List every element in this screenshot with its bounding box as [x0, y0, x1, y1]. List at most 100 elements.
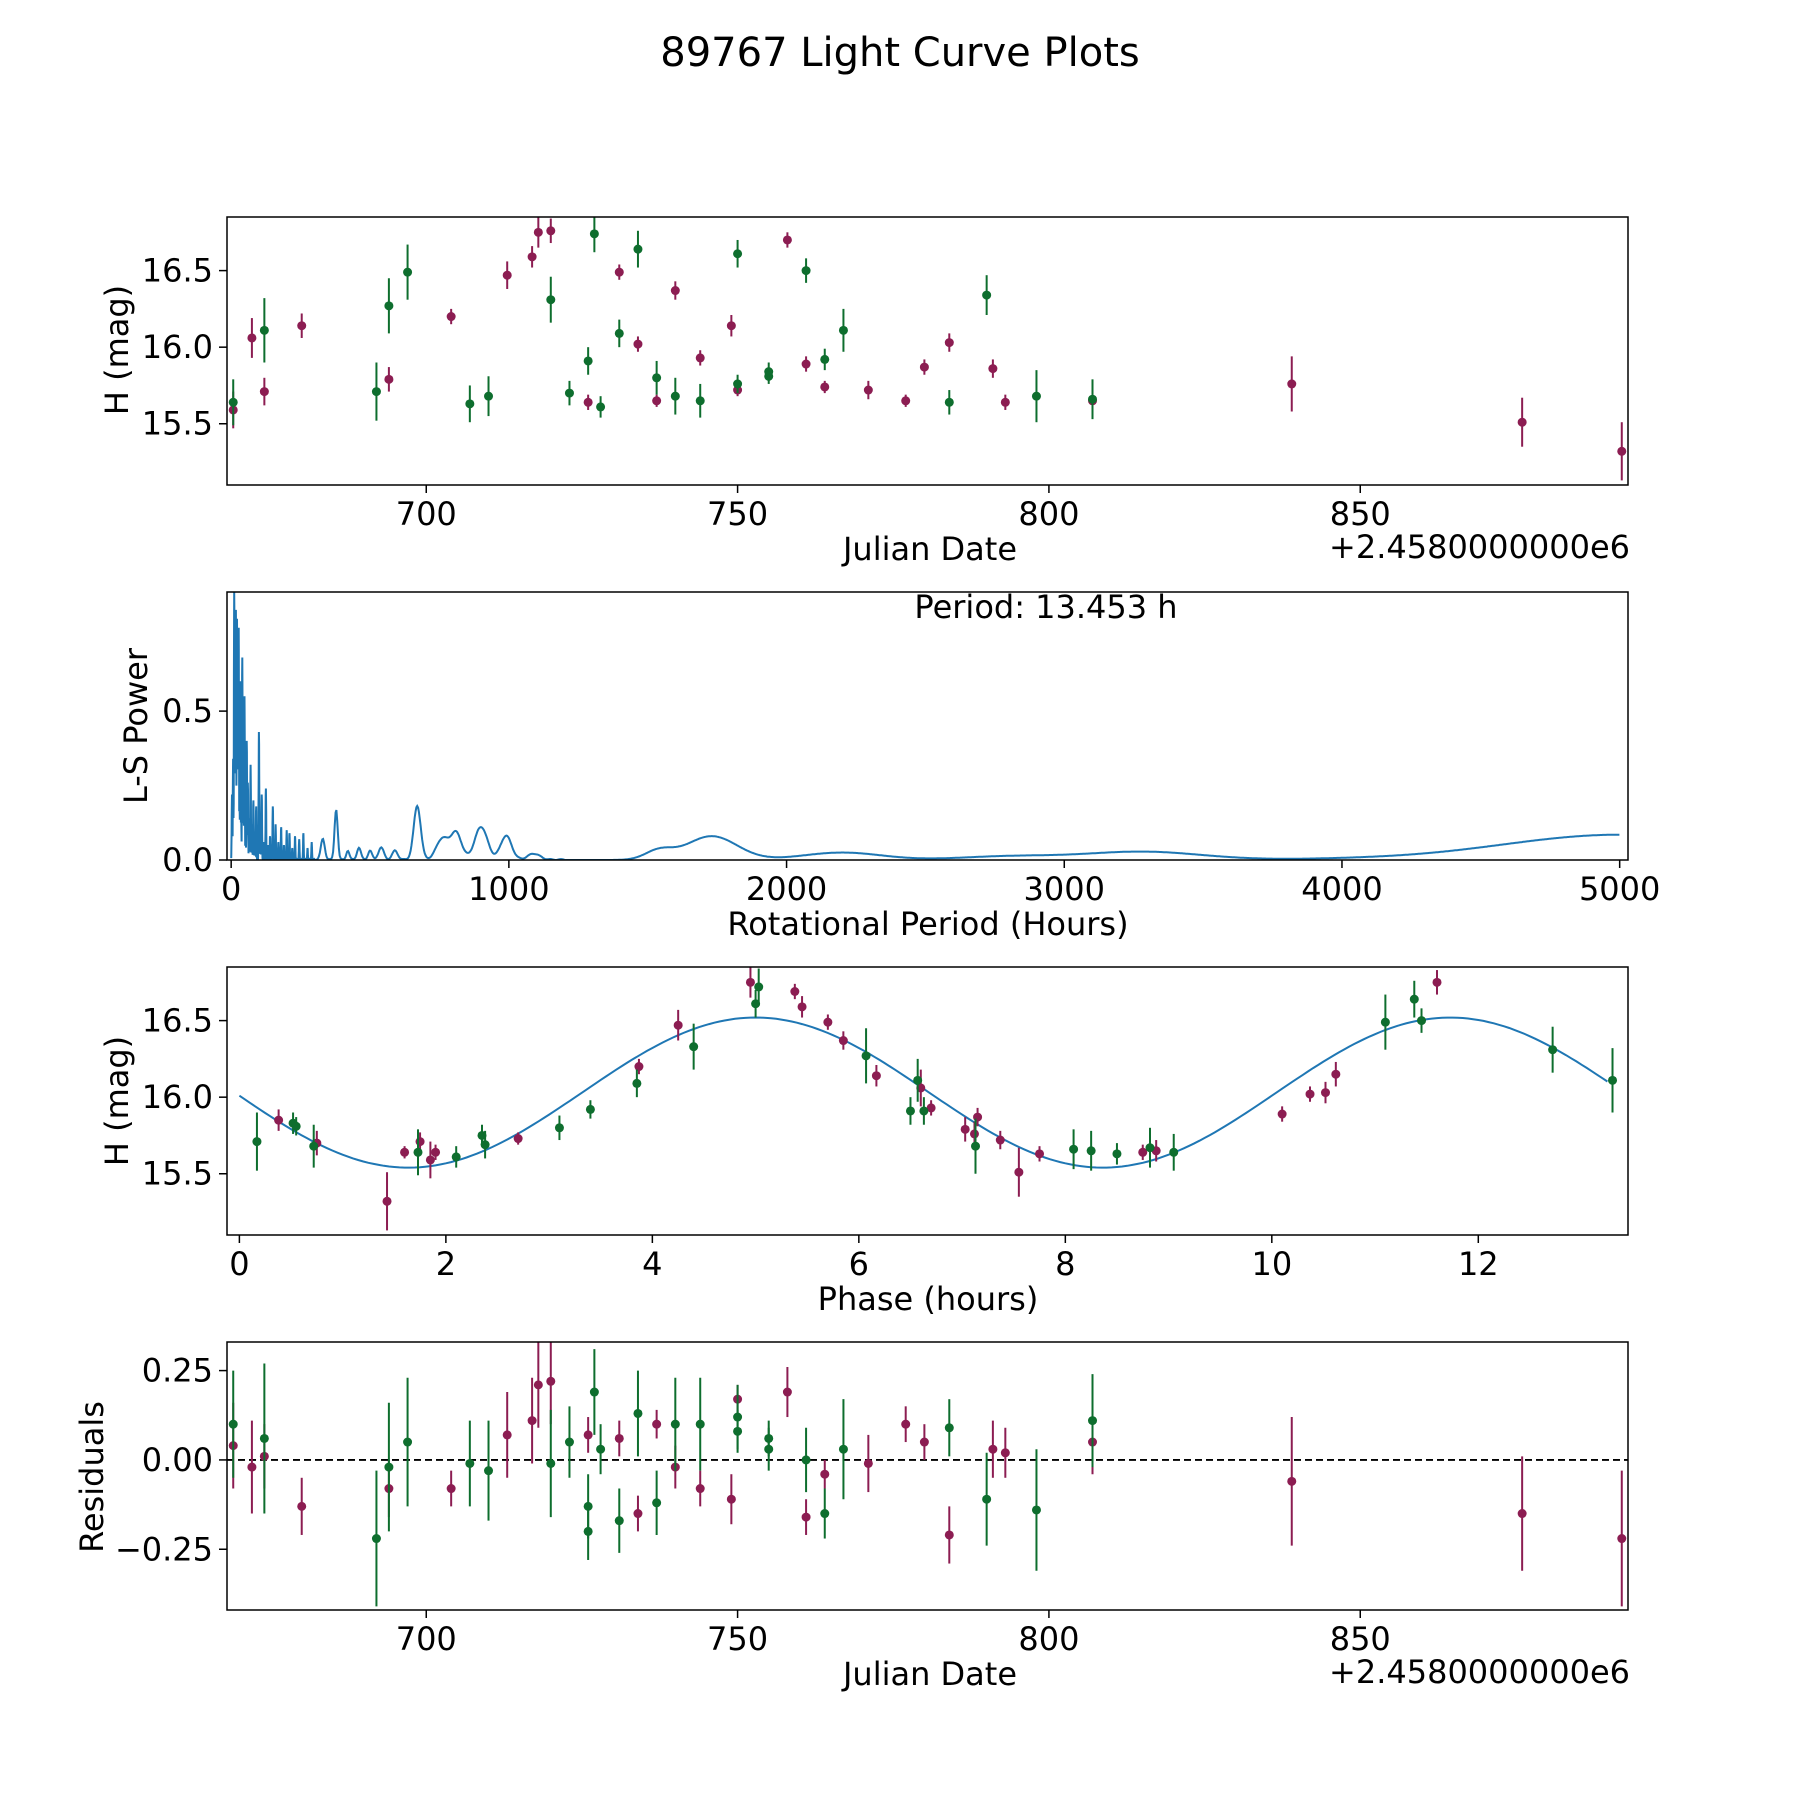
data-point	[533, 227, 543, 237]
data-point	[309, 1141, 319, 1151]
data-point	[919, 362, 929, 372]
plot-phase: 0 2 4 6 8 10 12 15.5 16.0 16.5	[142, 966, 1629, 1283]
data-point	[944, 397, 954, 407]
data-point	[1617, 446, 1627, 456]
x-tick-label: 6	[849, 1245, 869, 1283]
data-point	[1432, 977, 1442, 987]
data-point	[259, 325, 269, 335]
period-annotation: Period: 13.453 h	[914, 588, 1177, 626]
data-point	[913, 1075, 923, 1085]
data-point	[297, 321, 307, 331]
data-points	[228, 217, 1627, 481]
data-point	[982, 1494, 992, 1504]
data-point	[695, 353, 705, 363]
data-point	[484, 391, 494, 401]
data-point	[863, 385, 873, 395]
data-point	[502, 270, 512, 280]
data-point	[982, 290, 992, 300]
x-tick-label: 12	[1458, 1245, 1499, 1283]
data-point	[726, 1494, 736, 1504]
data-point	[652, 1419, 662, 1429]
data-point	[583, 356, 593, 366]
y-tick-label: 0.0	[162, 841, 213, 879]
data-point	[554, 1123, 564, 1133]
data-point	[297, 1501, 307, 1511]
x-tick-label: 750	[707, 1620, 768, 1658]
panel-residuals: Residuals Julian Date +2.4580000000e6	[73, 1401, 1630, 1693]
data-point	[1031, 391, 1041, 401]
y-tick-label: −0.25	[115, 1530, 213, 1568]
data-point	[583, 1430, 593, 1440]
data-point	[274, 1115, 284, 1125]
data-point	[564, 1437, 574, 1447]
plot-lc: 700 750 800 850 15.5 16.0 16.5	[142, 216, 1629, 533]
y-tick-label: 0.00	[142, 1441, 213, 1479]
x-tick-label: 10	[1251, 1245, 1292, 1283]
x-tick-label: 700	[396, 495, 457, 533]
data-point	[838, 1444, 848, 1454]
x-axis-label: Julian Date	[841, 530, 1017, 568]
data-point	[371, 1534, 381, 1544]
data-point	[546, 295, 556, 305]
data-point	[614, 328, 624, 338]
series-periodogram	[230, 592, 1620, 860]
data-point	[291, 1121, 301, 1131]
data-point	[689, 1042, 699, 1052]
series-filter-magenta	[228, 217, 1627, 481]
x-axis-label: Phase (hours)	[818, 1280, 1039, 1318]
data-point	[480, 1140, 490, 1150]
data-point	[1169, 1147, 1179, 1157]
x-tick-label: 750	[707, 495, 768, 533]
data-point	[633, 339, 643, 349]
data-point	[596, 1444, 606, 1454]
data-point	[1305, 1089, 1315, 1099]
data-point	[596, 402, 606, 412]
data-point	[1380, 1017, 1390, 1027]
series-filter-green	[228, 1349, 1098, 1607]
series-filter-magenta	[228, 1342, 1627, 1607]
data-point	[228, 1419, 238, 1429]
data-point	[384, 301, 394, 311]
series-filter-green	[252, 968, 1618, 1176]
data-points	[252, 967, 1618, 1231]
plot-ls: 0 1000 2000 3000 4000 5000 0.0 0.5	[162, 591, 1660, 908]
panel-periodogram: L-S Power Rotational Period (Hours) Peri…	[117, 588, 1178, 943]
data-point	[431, 1147, 441, 1157]
data-point	[926, 1103, 936, 1113]
data-point	[995, 1135, 1005, 1145]
data-point	[614, 267, 624, 277]
data-point	[546, 1458, 556, 1468]
data-point	[652, 396, 662, 406]
data-point	[1000, 397, 1010, 407]
x-tick-label: 1000	[468, 870, 549, 908]
data-point	[546, 226, 556, 236]
x-tick-label: 0	[221, 870, 241, 908]
data-point	[546, 1376, 556, 1386]
data-point	[403, 1437, 413, 1447]
y-tick-label: 16.5	[142, 252, 213, 290]
axes-frame	[226, 216, 1629, 486]
data-point	[823, 1017, 833, 1027]
data-point	[1409, 994, 1419, 1004]
data-point	[527, 1416, 537, 1426]
data-point	[465, 1458, 475, 1468]
y-tick-label: 15.5	[142, 1155, 213, 1193]
data-point	[1517, 1509, 1527, 1519]
data-point	[1145, 1143, 1155, 1153]
data-point	[1320, 1088, 1330, 1098]
data-point	[564, 388, 574, 398]
axes-frame	[226, 1341, 1629, 1611]
data-point	[670, 391, 680, 401]
data-point	[1287, 379, 1297, 389]
data-point	[790, 987, 800, 997]
data-point	[502, 1430, 512, 1440]
panel-phased-curve: H (mag) Phase (hours)	[98, 1036, 1038, 1318]
x-tick-label: 4000	[1301, 870, 1382, 908]
data-point	[820, 354, 830, 364]
series-filter-green	[228, 217, 1098, 426]
data-point	[228, 397, 238, 407]
x-tick-label: 800	[1018, 1620, 1079, 1658]
data-point	[782, 235, 792, 245]
data-point	[745, 977, 755, 987]
data-point	[820, 1469, 830, 1479]
